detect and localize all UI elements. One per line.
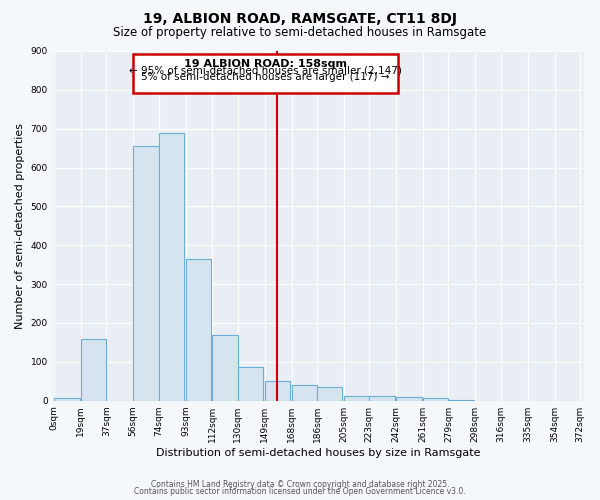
Text: Contains public sector information licensed under the Open Government Licence v3: Contains public sector information licen… [134, 487, 466, 496]
Text: 19 ALBION ROAD: 158sqm: 19 ALBION ROAD: 158sqm [184, 59, 347, 69]
Text: ← 95% of semi-detached houses are smaller (2,147): ← 95% of semi-detached houses are smalle… [129, 66, 402, 76]
Bar [265, 382, 290, 400]
Bar [344, 396, 370, 400]
Text: Contains HM Land Registry data © Crown copyright and database right 2025.: Contains HM Land Registry data © Crown c… [151, 480, 449, 489]
Bar [212, 334, 238, 400]
Text: Size of property relative to semi-detached houses in Ramsgate: Size of property relative to semi-detach… [113, 26, 487, 39]
Bar [185, 259, 211, 400]
Bar [317, 388, 343, 400]
Bar [133, 54, 398, 92]
Bar [81, 338, 106, 400]
X-axis label: Distribution of semi-detached houses by size in Ramsgate: Distribution of semi-detached houses by … [156, 448, 481, 458]
Bar [292, 385, 317, 400]
Bar [158, 132, 184, 400]
Bar [133, 146, 158, 401]
Bar [238, 367, 263, 400]
Bar [370, 396, 395, 400]
Text: 19, ALBION ROAD, RAMSGATE, CT11 8DJ: 19, ALBION ROAD, RAMSGATE, CT11 8DJ [143, 12, 457, 26]
Bar [54, 398, 80, 400]
Bar [396, 397, 422, 400]
Text: 5% of semi-detached houses are larger (117) →: 5% of semi-detached houses are larger (1… [141, 72, 389, 82]
Y-axis label: Number of semi-detached properties: Number of semi-detached properties [15, 123, 25, 329]
Bar [423, 398, 448, 400]
